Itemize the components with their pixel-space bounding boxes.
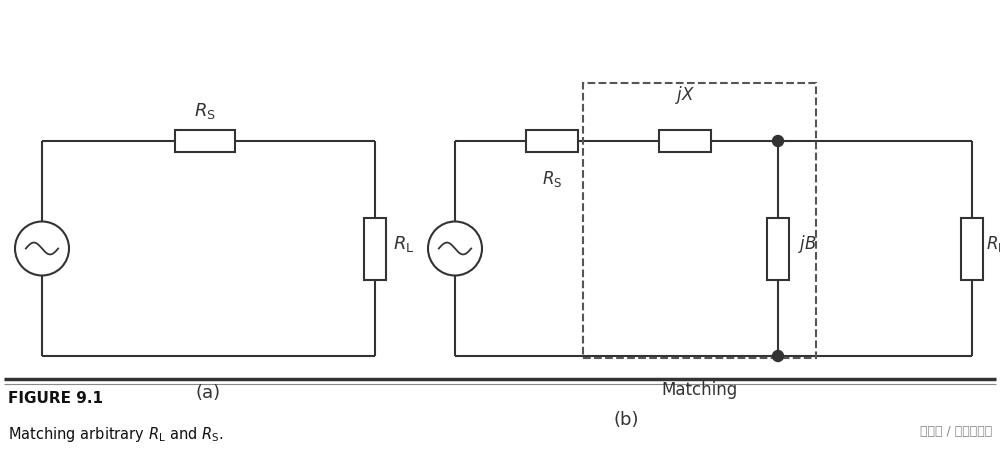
Circle shape xyxy=(772,136,784,146)
Bar xyxy=(767,218,789,279)
Text: $R_\mathrm{S}$: $R_\mathrm{S}$ xyxy=(194,101,216,121)
Text: $R_\mathrm{L}$: $R_\mathrm{L}$ xyxy=(986,234,1000,253)
Text: $R_\mathrm{S}$: $R_\mathrm{S}$ xyxy=(542,169,562,189)
Text: Matching arbitrary $R_\mathrm{L}$ and $R_\mathrm{S}$.: Matching arbitrary $R_\mathrm{L}$ and $R… xyxy=(8,425,224,444)
Bar xyxy=(961,218,983,279)
Text: $jX$: $jX$ xyxy=(675,84,695,106)
Text: $jB$: $jB$ xyxy=(798,233,817,254)
Text: $R_\mathrm{L}$: $R_\mathrm{L}$ xyxy=(393,234,414,253)
Text: 头条号 / 万物云联网: 头条号 / 万物云联网 xyxy=(920,425,992,438)
Bar xyxy=(364,218,386,279)
Bar xyxy=(175,130,235,152)
Bar xyxy=(659,130,711,152)
Text: (b): (b) xyxy=(614,411,639,429)
Bar xyxy=(526,130,578,152)
Bar xyxy=(583,83,816,358)
Text: (a): (a) xyxy=(196,384,221,402)
Circle shape xyxy=(772,350,784,362)
Text: Matching: Matching xyxy=(661,381,738,399)
Text: FIGURE 9.1: FIGURE 9.1 xyxy=(8,391,103,406)
